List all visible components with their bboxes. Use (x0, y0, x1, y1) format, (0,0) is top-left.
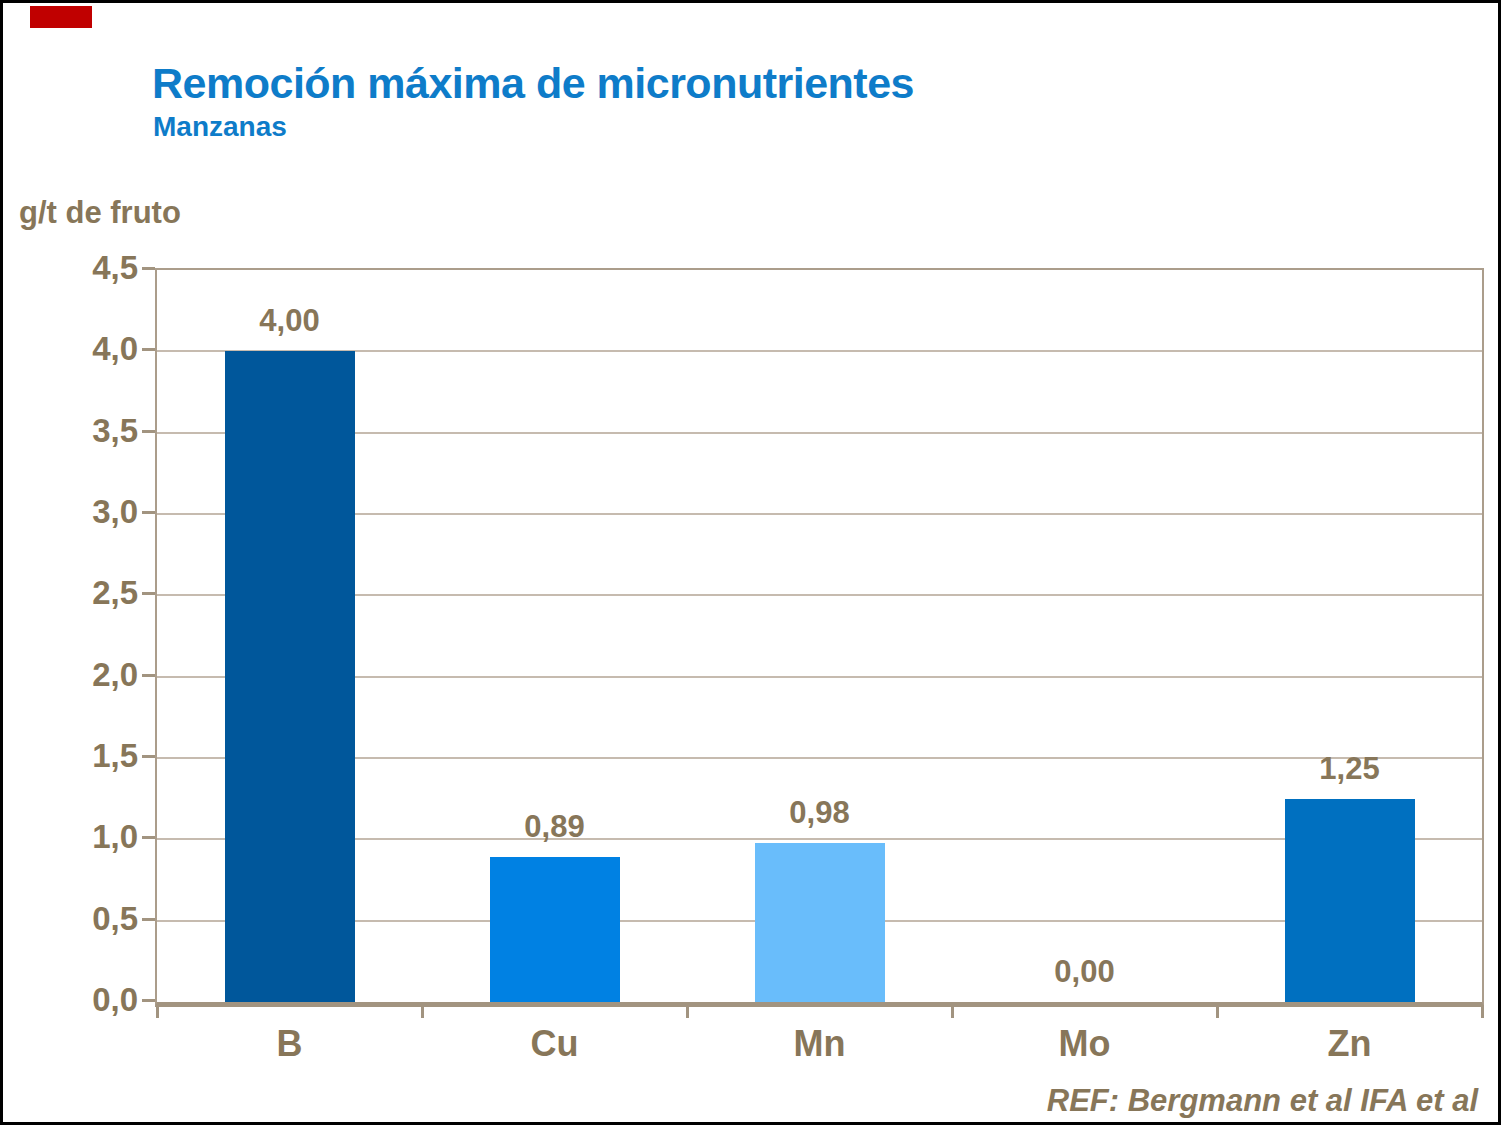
bar-Mn (755, 843, 885, 1002)
y-tick-label: 0,5 (3, 900, 138, 938)
category-label-B: B (157, 1023, 422, 1065)
plot-area: 4,00 0,890,98 0,00 1,25 (155, 268, 1484, 1007)
y-tick-mark (142, 999, 155, 1002)
value-label-Mn: 0,98 (687, 795, 952, 831)
bar-B (225, 351, 355, 1002)
y-tick-label: 3,0 (3, 493, 138, 531)
y-tick-mark (142, 674, 155, 677)
gridline (157, 513, 1482, 515)
category-label-Zn: Zn (1217, 1023, 1482, 1065)
y-tick-mark (142, 511, 155, 514)
reference-text: REF: Bergmann et al IFA et al (1047, 1083, 1478, 1119)
gridline (157, 676, 1482, 678)
gridline (157, 432, 1482, 434)
y-tick-label: 2,5 (3, 574, 138, 612)
y-tick-label: 0,0 (3, 981, 138, 1019)
y-tick-mark (142, 836, 155, 839)
y-tick-mark (142, 267, 155, 270)
slide-page: Remoción máxima de micronutrientes Manza… (0, 0, 1501, 1125)
value-label-Mo: 0,00 (952, 954, 1217, 990)
chart-title: Remoción máxima de micronutrientes (152, 59, 914, 108)
y-tick-mark (142, 348, 155, 351)
y-tick-label: 2,0 (3, 656, 138, 694)
y-tick-mark (142, 918, 155, 921)
x-tick-mark (156, 1005, 159, 1018)
y-tick-label: 4,5 (3, 249, 138, 287)
gridline (157, 594, 1482, 596)
value-label-Cu: 0,89 (422, 809, 687, 845)
red-accent-mark (30, 6, 92, 28)
x-tick-mark (1481, 1005, 1484, 1018)
x-tick-mark (1216, 1005, 1219, 1018)
category-label-Mo: Mo (952, 1023, 1217, 1065)
y-tick-label: 1,5 (3, 737, 138, 775)
y-tick-label: 4,0 (3, 330, 138, 368)
value-label-B: 4,00 (157, 303, 422, 339)
y-tick-mark (142, 592, 155, 595)
category-label-Cu: Cu (422, 1023, 687, 1065)
bar-Cu (490, 857, 620, 1002)
x-tick-mark (421, 1005, 424, 1018)
value-label-Zn: 1,25 (1217, 751, 1482, 787)
bar-Zn (1285, 799, 1415, 1002)
gridline (157, 838, 1482, 840)
y-axis-title: g/t de fruto (19, 195, 181, 231)
x-tick-mark (951, 1005, 954, 1018)
chart-subtitle: Manzanas (153, 111, 287, 143)
y-tick-label: 3,5 (3, 412, 138, 450)
gridline (157, 350, 1482, 352)
x-tick-mark (686, 1005, 689, 1018)
y-tick-mark (142, 755, 155, 758)
category-label-Mn: Mn (687, 1023, 952, 1065)
y-tick-mark (142, 430, 155, 433)
y-tick-label: 1,0 (3, 818, 138, 856)
